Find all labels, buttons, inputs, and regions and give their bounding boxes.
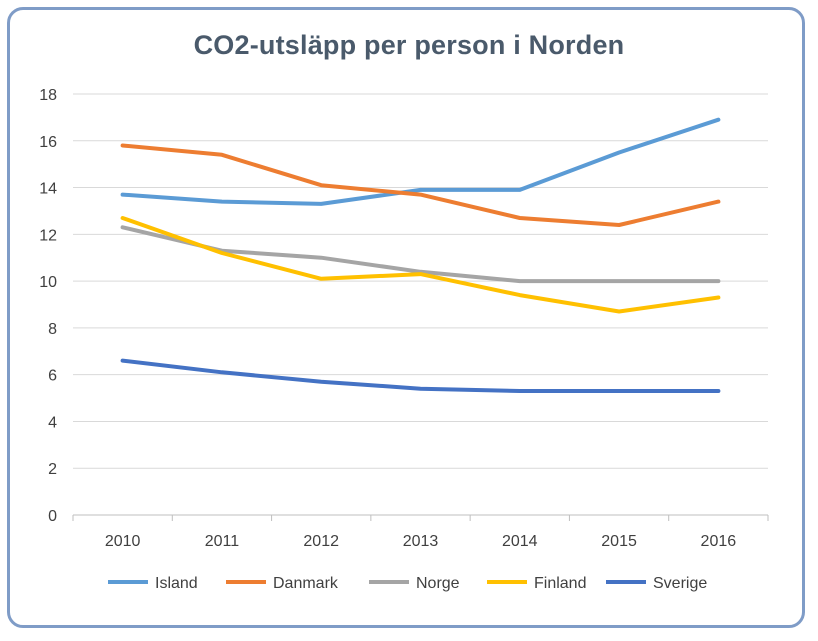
y-tick-label: 8 <box>48 321 57 338</box>
x-tick-label: 2011 <box>205 533 240 550</box>
series-lines <box>120 117 721 393</box>
legend-label-norge: Norge <box>416 575 460 592</box>
x-tick-label: 2014 <box>502 533 538 550</box>
y-tick-label: 4 <box>48 414 57 431</box>
series-line-sverige <box>120 358 721 393</box>
series-line-danmark <box>120 143 721 227</box>
x-tick-label: 2010 <box>105 533 141 550</box>
y-tick-label: 6 <box>48 368 57 385</box>
legend-label-sverige: Sverige <box>653 575 707 592</box>
y-axis: 0 2 4 6 8 10 12 14 16 18 <box>39 87 57 525</box>
y-tick-label: 16 <box>39 134 57 151</box>
legend-label-finland: Finland <box>534 575 586 592</box>
chart-title: CO2-utsläpp per person i Norden <box>193 30 625 60</box>
x-tick-label: 2012 <box>303 533 339 550</box>
y-tick-label: 18 <box>39 87 57 104</box>
x-axis: 2010 2011 2012 2013 2014 2015 2016 <box>72 515 769 550</box>
series-line-island <box>120 117 721 206</box>
y-tick-label: 14 <box>39 181 57 198</box>
chart-frame <box>7 7 805 628</box>
y-tick-label: 0 <box>48 508 57 525</box>
x-tick-label: 2015 <box>601 533 637 550</box>
y-tick-label: 12 <box>39 227 57 244</box>
y-tick-label: 2 <box>48 461 57 478</box>
y-tick-label: 10 <box>39 274 57 291</box>
legend: Island Danmark Norge Finland Sverige <box>108 575 707 592</box>
series-line-norge <box>120 225 721 284</box>
x-tick-label: 2016 <box>701 533 737 550</box>
legend-label-danmark: Danmark <box>273 575 339 592</box>
x-tick-label: 2013 <box>403 533 439 550</box>
legend-label-island: Island <box>155 575 198 592</box>
series-line-finland <box>120 216 721 314</box>
